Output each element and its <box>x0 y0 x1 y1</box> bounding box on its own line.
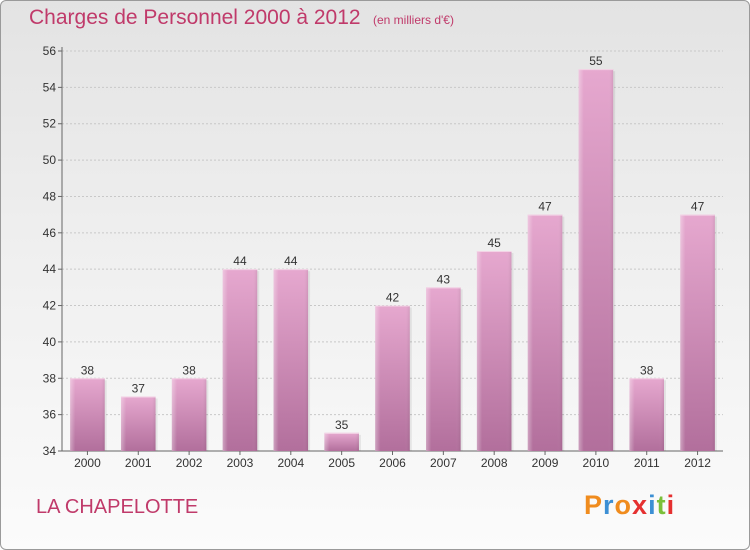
bar-highlight <box>120 396 156 451</box>
bar-value-label: 44 <box>233 254 247 268</box>
y-tick-label: 36 <box>43 408 57 422</box>
x-tick-label: 2004 <box>277 456 304 470</box>
y-tick-label: 50 <box>43 153 57 167</box>
y-tick-label: 42 <box>43 299 57 313</box>
bar-value-label: 38 <box>81 363 95 377</box>
x-tick-label: 2001 <box>125 456 152 470</box>
y-tick-label: 46 <box>43 226 57 240</box>
bar-value-label: 44 <box>284 254 298 268</box>
bar-value-label: 47 <box>691 200 705 214</box>
bar-value-label: 42 <box>386 291 400 305</box>
logo-letter: r <box>603 490 615 520</box>
x-tick-label: 2010 <box>583 456 610 470</box>
bar-value-label: 47 <box>538 200 552 214</box>
logo-letter: t <box>656 490 667 520</box>
x-tick-label: 2008 <box>481 456 508 470</box>
logo-letter: P <box>584 490 604 520</box>
bar-highlight <box>375 305 410 451</box>
y-tick-label: 48 <box>43 189 57 203</box>
bar-highlight <box>222 269 258 451</box>
bar-highlight <box>527 214 563 451</box>
chart-subtitle: (en milliers d'€) <box>373 13 454 27</box>
bar-highlight <box>476 251 512 451</box>
x-tick-label: 2000 <box>74 456 101 470</box>
bar-highlight <box>70 378 105 451</box>
y-tick-label: 52 <box>43 117 57 131</box>
bar-highlight <box>171 378 207 451</box>
bar-highlight <box>324 432 359 451</box>
x-tick-label: 2003 <box>227 456 254 470</box>
bar-highlight <box>273 269 309 451</box>
x-tick-label: 2009 <box>532 456 559 470</box>
labels: 34 36 38 40 42 44 46 48 50 52 54 56 38 2000 37 2001 38 20… <box>43 44 712 470</box>
y-tick-label: 34 <box>43 444 57 458</box>
bar-value-label: 55 <box>589 54 603 68</box>
bar-value-label: 35 <box>335 418 349 432</box>
x-tick-label: 2006 <box>379 456 406 470</box>
bar-value-label: 43 <box>437 272 451 286</box>
x-tick-label: 2011 <box>634 456 660 470</box>
bar-highlight <box>680 214 715 451</box>
y-tick-label: 38 <box>43 371 57 385</box>
bar-value-label: 38 <box>182 363 196 377</box>
x-tick-label: 2002 <box>176 456 203 470</box>
y-tick-label: 44 <box>43 262 57 276</box>
commune-name: LA CHAPELOTTE <box>36 496 199 518</box>
x-tick-label: 2005 <box>328 456 355 470</box>
bar-value-label: 37 <box>132 381 146 395</box>
chart-title: Charges de Personnel 2000 à 2012 <box>29 6 361 29</box>
logo-letter: x <box>632 490 649 520</box>
bar-highlight <box>629 378 665 451</box>
bar-value-label: 45 <box>488 236 502 250</box>
y-tick-label: 54 <box>43 80 57 94</box>
bar-value-label: 38 <box>640 363 654 377</box>
bar-highlight <box>578 69 614 451</box>
y-tick-label: 40 <box>43 335 57 349</box>
logo-letter: o <box>614 490 633 520</box>
bar-highlight <box>426 287 461 451</box>
logo-letter: i <box>666 490 676 520</box>
y-tick-label: 56 <box>43 44 57 58</box>
logo-letter: i <box>648 490 657 520</box>
x-tick-label: 2007 <box>430 456 457 470</box>
bars <box>70 69 717 451</box>
proxiti-logo: Proxiti <box>584 490 675 521</box>
x-tick-label: 2012 <box>684 456 711 470</box>
